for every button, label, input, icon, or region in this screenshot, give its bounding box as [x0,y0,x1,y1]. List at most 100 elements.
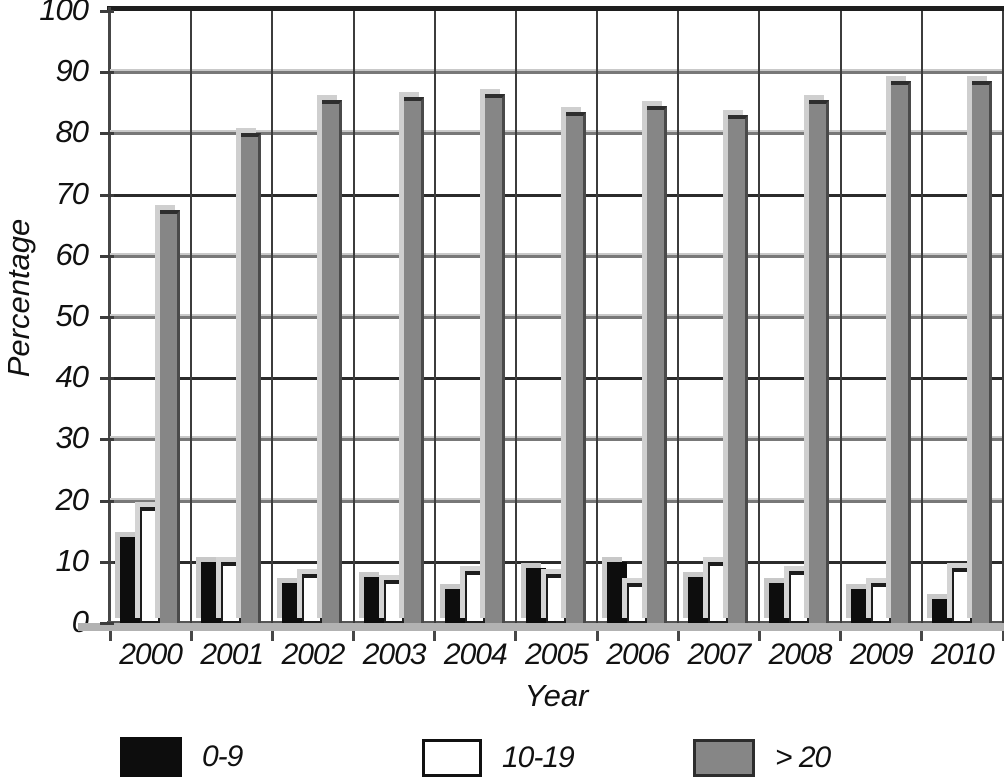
x-tick-label: 2003 [362,638,427,671]
plot-top-border [107,6,1004,11]
bar-2004-10-19 [464,570,485,623]
h-gridline-90 [110,69,1003,75]
bar-2006-10-19 [627,583,648,623]
bar-2003-0-9 [363,577,384,623]
bar-2003-10-19 [383,580,404,623]
bar-2009-10-19 [870,583,891,623]
x-axis-tick [757,631,761,641]
bar-2007-0-9 [688,577,709,623]
x-tick-label: 2009 [849,638,914,671]
x-tick-label: 2002 [281,638,346,671]
x-axis-tick [839,631,843,641]
v-gridline [190,11,193,623]
y-tick-label: 10 [55,542,89,578]
bar-2005-10-19 [545,574,566,623]
bar-2006-0-9 [607,561,628,623]
v-gridline [677,11,680,623]
bar-2003->20 [403,96,424,623]
x-tick-label: 2010 [931,638,995,671]
legend-swatch-gt-20 [693,739,755,777]
bar-2002->20 [322,99,343,623]
y-axis-tick [100,622,114,625]
bar-2004->20 [484,93,505,623]
x-tick-label: 2004 [443,638,508,671]
y-axis-tick [100,438,114,442]
x-axis-tick [920,631,924,641]
bar-2000->20 [160,209,180,623]
legend-swatch-0-9 [120,737,182,777]
x-axis-band [78,623,1004,631]
x-axis-tick [189,631,193,641]
legend-item-0-9: 0-9 [120,737,243,777]
y-tick-label: 30 [55,420,89,456]
bar-2010-10-19 [951,567,972,623]
h-gridline-60 [110,252,1003,258]
x-axis-title: Year [524,678,589,713]
bar-2009->20 [890,81,911,623]
y-tick-label: 20 [55,481,89,517]
legend-swatch-10-19 [422,739,482,777]
y-tick-label: 40 [55,359,89,395]
plot-area [78,6,1004,641]
bar-2000-10-19 [140,506,160,623]
x-axis-tick [433,631,437,641]
v-gridline [514,11,517,623]
bar-2008-10-19 [789,570,810,623]
h-gridline-40 [110,377,1003,381]
x-tick-label: 2006 [606,638,670,671]
bar-2008->20 [809,99,830,623]
bar-2001->20 [241,133,262,623]
x-tick-label: 2008 [768,638,833,671]
bar-2001-0-9 [201,561,222,623]
bar-2007->20 [728,115,749,623]
y-axis-tick [100,193,114,197]
y-axis-tick [100,132,114,136]
v-gridline [596,11,599,623]
bar-2000-0-9 [120,537,140,623]
x-axis-tick [676,631,680,641]
v-gridline [920,11,923,623]
y-tick-label: 0 [71,604,89,639]
bar-2005-0-9 [525,567,546,623]
x-tick-label: 2007 [687,638,751,671]
y-tick-label: 80 [55,114,89,150]
bar-2007-10-19 [708,561,729,623]
bar-2009-0-9 [850,589,871,623]
h-gridline-70 [110,193,1003,197]
h-gridline-20 [110,497,1003,503]
x-axis-tick [270,631,274,641]
y-axis-tick [100,254,114,258]
h-gridline-50 [110,314,1003,319]
bar-2002-10-19 [302,574,323,623]
v-gridline [758,11,761,623]
x-tick-label: 2001 [200,638,264,671]
x-axis-labels: 2000 2001 2002 2003 2004 2005 2006 2007 2008 2009… [110,638,1003,674]
v-gridline [1002,11,1004,623]
x-axis-tick [108,631,112,641]
legend-label-gt-20: > 20 [775,741,831,774]
h-gridline-80 [110,130,1003,136]
y-tick-label: 70 [55,175,89,211]
x-axis-tick [352,631,356,641]
legend-item-gt-20: > 20 [693,739,831,777]
bar-2002-0-9 [282,583,303,623]
v-gridline [352,11,355,623]
h-gridline-30 [110,436,1003,442]
v-gridline [271,11,274,623]
legend-label-0-9: 0-9 [202,740,243,773]
y-axis-tick [100,499,114,503]
v-gridline [433,11,436,623]
y-axis-tick [100,10,114,13]
legend-item-10-19: 10-19 [422,739,575,777]
x-axis-tick [514,631,518,641]
bar-2008-0-9 [769,583,790,623]
bar-2001-10-19 [221,561,242,623]
y-axis-tick [100,71,114,75]
y-tick-label: 100 [39,0,89,27]
h-gridline-10 [110,560,1003,564]
bar-2010-0-9 [931,598,952,623]
y-axis-tick [100,560,114,564]
x-axis-tick [595,631,599,641]
x-tick-label: 2005 [525,638,589,671]
